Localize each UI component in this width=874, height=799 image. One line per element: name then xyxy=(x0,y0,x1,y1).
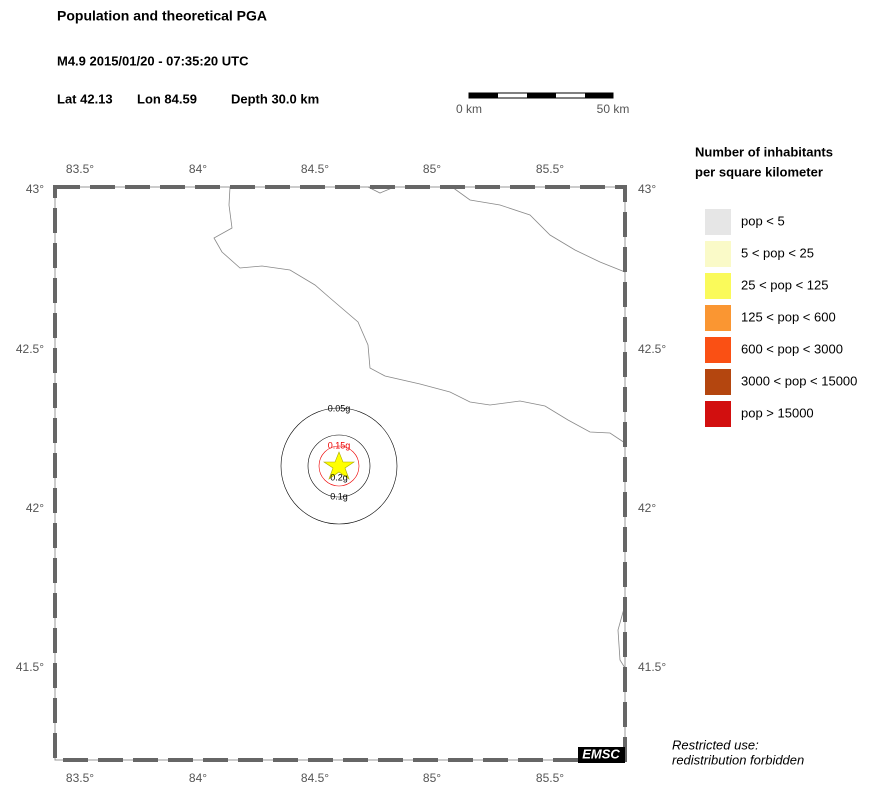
legend-swatch xyxy=(705,369,731,395)
contour-label: 0.05g xyxy=(328,403,351,413)
legend-swatch xyxy=(705,305,731,331)
legend-swatch xyxy=(705,273,731,299)
lon-label: 84° xyxy=(189,162,207,176)
lon-label: 85.5° xyxy=(536,162,564,176)
lat: Lat 42.13 xyxy=(57,91,113,106)
title: Population and theoretical PGA xyxy=(57,8,267,24)
legend-label: pop < 5 xyxy=(741,213,785,228)
legend-label: 25 < pop < 125 xyxy=(741,277,828,292)
lon-label: 84.5° xyxy=(301,771,329,785)
lon-label: 85° xyxy=(423,162,441,176)
logo: EMSC xyxy=(582,746,620,761)
legend-swatch xyxy=(705,401,731,427)
legend-swatch xyxy=(705,241,731,267)
scale-end: 50 km xyxy=(597,102,630,116)
event: M4.9 2015/01/20 - 07:35:20 UTC xyxy=(57,53,249,68)
lat-label: 41.5° xyxy=(16,660,44,674)
lon-label: 85° xyxy=(423,771,441,785)
legend-label: pop > 15000 xyxy=(741,405,814,420)
legend-label: 3000 < pop < 15000 xyxy=(741,373,857,388)
lon-label: 83.5° xyxy=(66,771,94,785)
lon: Lon 84.59 xyxy=(137,91,197,106)
legend-label: 125 < pop < 600 xyxy=(741,309,836,324)
scale-bar: 0 km 50 km xyxy=(456,92,630,116)
lon-label: 85.5° xyxy=(536,771,564,785)
legend-label: 600 < pop < 3000 xyxy=(741,341,843,356)
lat-label: 42.5° xyxy=(16,342,44,356)
lat-label: 43° xyxy=(26,182,44,196)
note: redistribution forbidden xyxy=(672,752,804,767)
note: Restricted use: xyxy=(672,737,759,752)
map: 0.05g 0.15g 0.2g 0.1g EMSC xyxy=(53,185,627,763)
lat-label: 42° xyxy=(26,501,44,515)
legend-label: 5 < pop < 25 xyxy=(741,245,814,260)
depth: Depth 30.0 km xyxy=(231,91,319,106)
contour-label: 0.2g xyxy=(330,472,348,482)
scale-start: 0 km xyxy=(456,102,482,116)
lon-label: 84° xyxy=(189,771,207,785)
lat-label: 43° xyxy=(638,182,656,196)
contour-label: 0.1g xyxy=(330,491,348,501)
lat-label: 42° xyxy=(638,501,656,515)
legend-title: Number of inhabitants xyxy=(695,144,833,159)
legend-title: per square kilometer xyxy=(695,164,823,179)
legend-swatch xyxy=(705,209,731,235)
legend-swatch xyxy=(705,337,731,363)
lon-label: 84.5° xyxy=(301,162,329,176)
lon-label: 83.5° xyxy=(66,162,94,176)
lat-label: 42.5° xyxy=(638,342,666,356)
lat-label: 41.5° xyxy=(638,660,666,674)
contour-label: 0.15g xyxy=(328,440,351,450)
